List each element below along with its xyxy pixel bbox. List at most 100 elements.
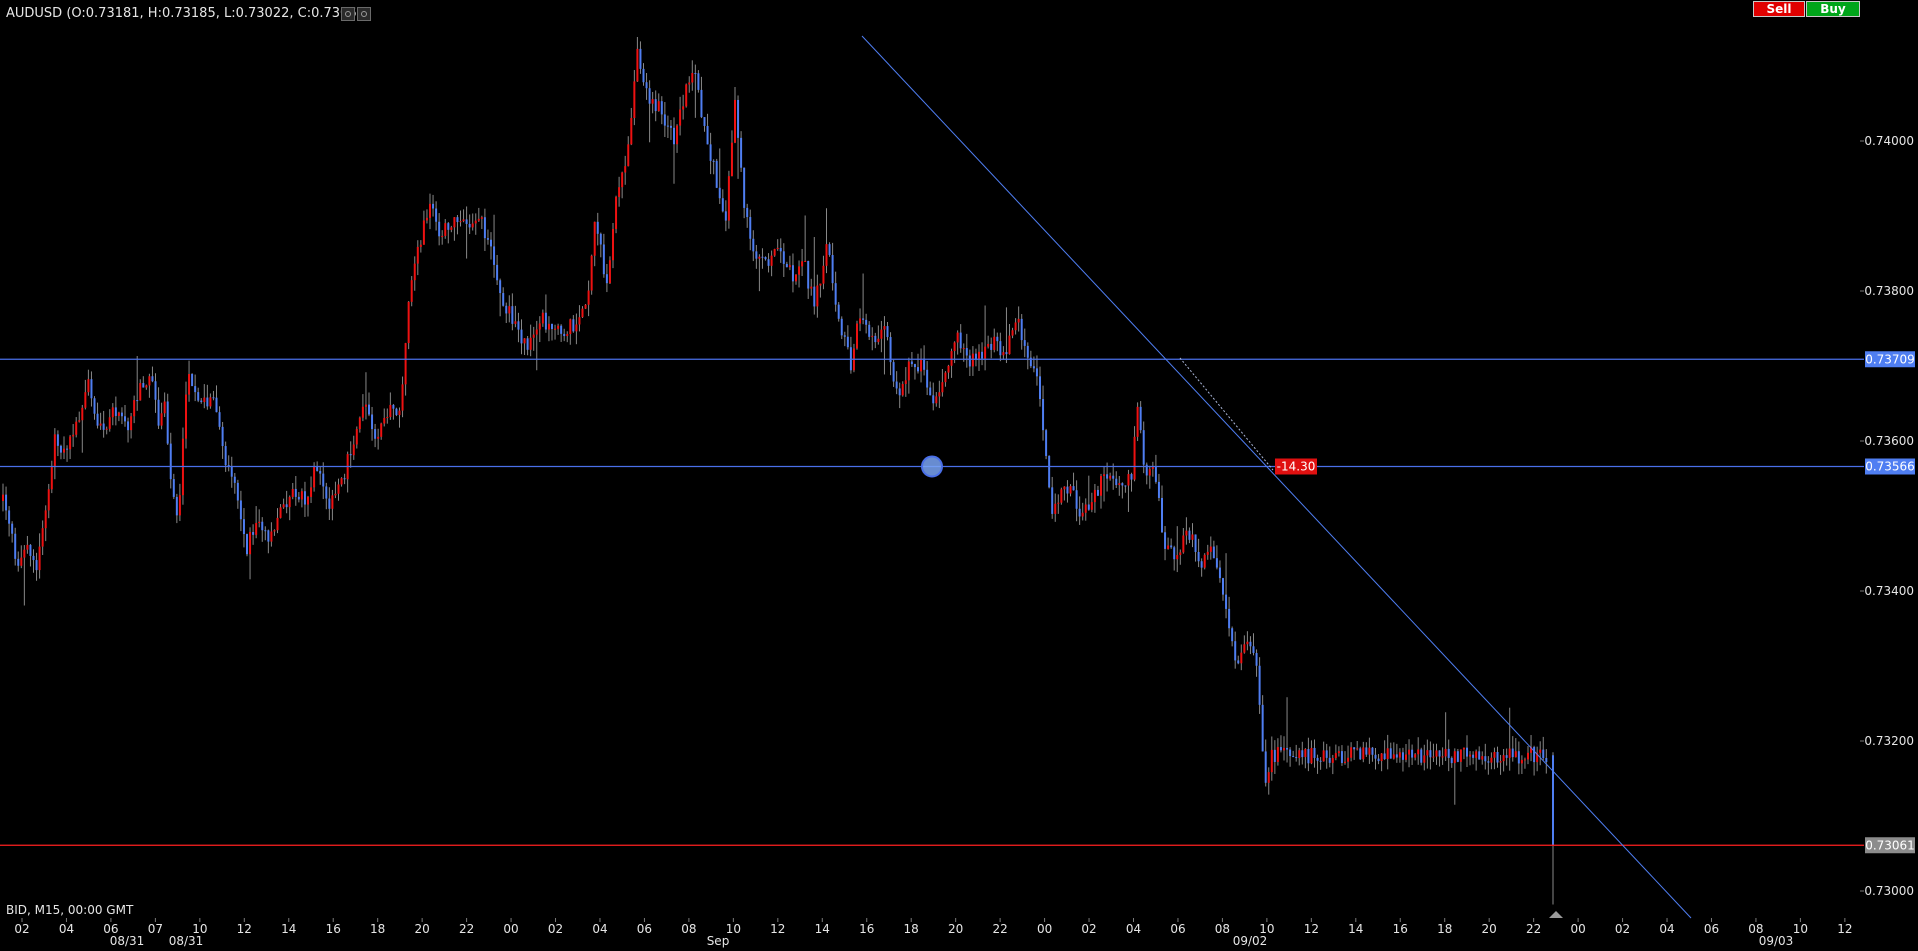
candle-body (1124, 485, 1127, 487)
candle-body (819, 283, 822, 286)
candle-body (1307, 748, 1310, 764)
candle-body (352, 444, 355, 456)
header-icon-group (341, 7, 371, 21)
candle-body (1237, 660, 1240, 664)
candle-body (926, 369, 929, 388)
candle-body (218, 412, 221, 427)
candle-body (1392, 754, 1395, 759)
candle-body (416, 246, 419, 264)
candle-body (566, 334, 569, 337)
candle-body (996, 336, 999, 342)
candle-body (377, 436, 380, 439)
candle-body (813, 286, 816, 307)
candle-body (282, 504, 285, 508)
candle-body (1133, 436, 1136, 480)
buy-button[interactable]: Buy (1806, 1, 1860, 17)
candle-body (932, 395, 935, 404)
price-axis: 0.74000 0.73800 0.73600 0.73400 0.73200 0.730… (1860, 134, 1914, 898)
candle-body (987, 343, 990, 347)
candle-body (1435, 750, 1438, 757)
candle-body (1453, 751, 1456, 764)
candle-body (23, 549, 26, 558)
candle-body (746, 207, 749, 218)
candle-body (1511, 748, 1514, 758)
time-tick-label: 06 (103, 922, 118, 936)
settings-icon[interactable] (357, 7, 371, 21)
candle-body (1520, 760, 1523, 764)
candle-body (913, 364, 916, 368)
candle-body (1386, 748, 1389, 759)
candle-body (294, 488, 297, 497)
candle-body (496, 264, 499, 281)
candle-body (368, 404, 370, 415)
candle-body (944, 372, 947, 383)
candle-body (325, 486, 328, 499)
candle-body (188, 374, 191, 395)
candle-body (1179, 552, 1182, 556)
candle-body (1020, 318, 1023, 341)
candle-body (197, 392, 200, 401)
price-tick-label: 0.73600 (1864, 434, 1914, 448)
time-tick-label: 06 (1170, 922, 1185, 936)
time-tick-label: 00 (1570, 922, 1585, 936)
date-label: 08/31 (110, 934, 145, 948)
candle-body (593, 221, 596, 256)
line-drag-handle[interactable] (921, 455, 943, 478)
candle-body (1371, 747, 1374, 755)
candle-body (1462, 747, 1465, 750)
time-tick-label: 00 (503, 922, 518, 936)
candle-body (1222, 578, 1224, 595)
candle-body (618, 187, 621, 197)
candle-body (1429, 750, 1432, 758)
candle-body (438, 221, 441, 237)
time-tick-label: 04 (59, 922, 74, 936)
candle-body (965, 348, 968, 356)
candle-body (1420, 749, 1423, 763)
candle-body (541, 312, 544, 324)
candle-body (499, 280, 502, 294)
candle-body (538, 323, 541, 330)
candle-body (691, 73, 694, 83)
price-tags: 0.73709 0.73566 0.73061 -14.30 (1275, 351, 1915, 918)
candle-body (1023, 340, 1026, 346)
candle-body (1450, 757, 1453, 764)
feed-info-label: BID, M15, 00:00 GMT (6, 903, 134, 917)
candle-body (1258, 665, 1261, 705)
candle-body (1334, 753, 1337, 759)
candle-body (297, 496, 300, 500)
price-line-tag-label: 0.73566 (1865, 460, 1915, 474)
candle-body (1039, 376, 1041, 400)
candle-body (1100, 476, 1102, 496)
candle-body (1231, 628, 1234, 642)
candle-body (1267, 772, 1270, 783)
candle-body (1048, 455, 1051, 488)
candle-body (145, 385, 148, 388)
time-tick-label: 16 (859, 922, 874, 936)
candle-body (727, 176, 730, 221)
candle-body (740, 137, 743, 168)
candle-body (90, 379, 93, 399)
candle-body (386, 417, 389, 419)
candle-body (730, 142, 733, 177)
candle-body (508, 306, 511, 314)
candle-body (831, 254, 834, 284)
candle-body (35, 560, 38, 571)
candle-body (1093, 489, 1096, 503)
candle-body (1459, 749, 1462, 762)
candle-body (1466, 747, 1468, 757)
candle-body (267, 530, 270, 542)
candle-body (163, 401, 166, 414)
candle-body (120, 412, 123, 417)
candle-body (779, 247, 782, 252)
candle-body (1283, 747, 1285, 751)
candle-body (947, 365, 950, 373)
candle-body (810, 286, 813, 289)
candle-body (32, 555, 35, 561)
sell-button[interactable]: Sell (1753, 1, 1805, 17)
candle-body (1042, 399, 1045, 431)
settings-icon[interactable] (341, 7, 355, 21)
candle-body (17, 558, 20, 566)
candle-body (1112, 475, 1115, 479)
candle-body (1176, 555, 1179, 560)
